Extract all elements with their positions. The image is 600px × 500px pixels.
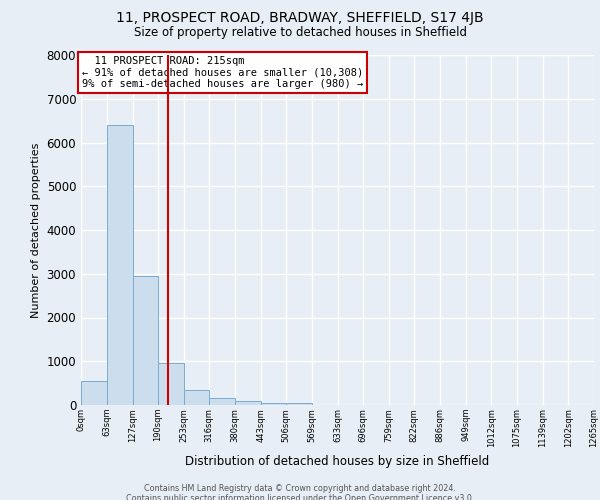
- Text: Contains public sector information licensed under the Open Government Licence v3: Contains public sector information licen…: [126, 494, 474, 500]
- Text: 11, PROSPECT ROAD, BRADWAY, SHEFFIELD, S17 4JB: 11, PROSPECT ROAD, BRADWAY, SHEFFIELD, S…: [116, 11, 484, 25]
- Bar: [235, 400, 260, 405]
- Bar: [209, 398, 235, 405]
- Bar: [260, 403, 286, 405]
- Bar: [286, 403, 312, 405]
- Bar: [133, 276, 158, 405]
- Text: 11 PROSPECT ROAD: 215sqm
← 91% of detached houses are smaller (10,308)
9% of sem: 11 PROSPECT ROAD: 215sqm ← 91% of detach…: [82, 56, 363, 89]
- Y-axis label: Number of detached properties: Number of detached properties: [31, 142, 41, 318]
- X-axis label: Distribution of detached houses by size in Sheffield: Distribution of detached houses by size …: [185, 455, 490, 468]
- Text: Size of property relative to detached houses in Sheffield: Size of property relative to detached ho…: [133, 26, 467, 39]
- Bar: [158, 364, 184, 405]
- Bar: [81, 381, 107, 405]
- Text: Contains HM Land Registry data © Crown copyright and database right 2024.: Contains HM Land Registry data © Crown c…: [144, 484, 456, 493]
- Bar: [184, 390, 209, 405]
- Bar: [107, 125, 133, 405]
